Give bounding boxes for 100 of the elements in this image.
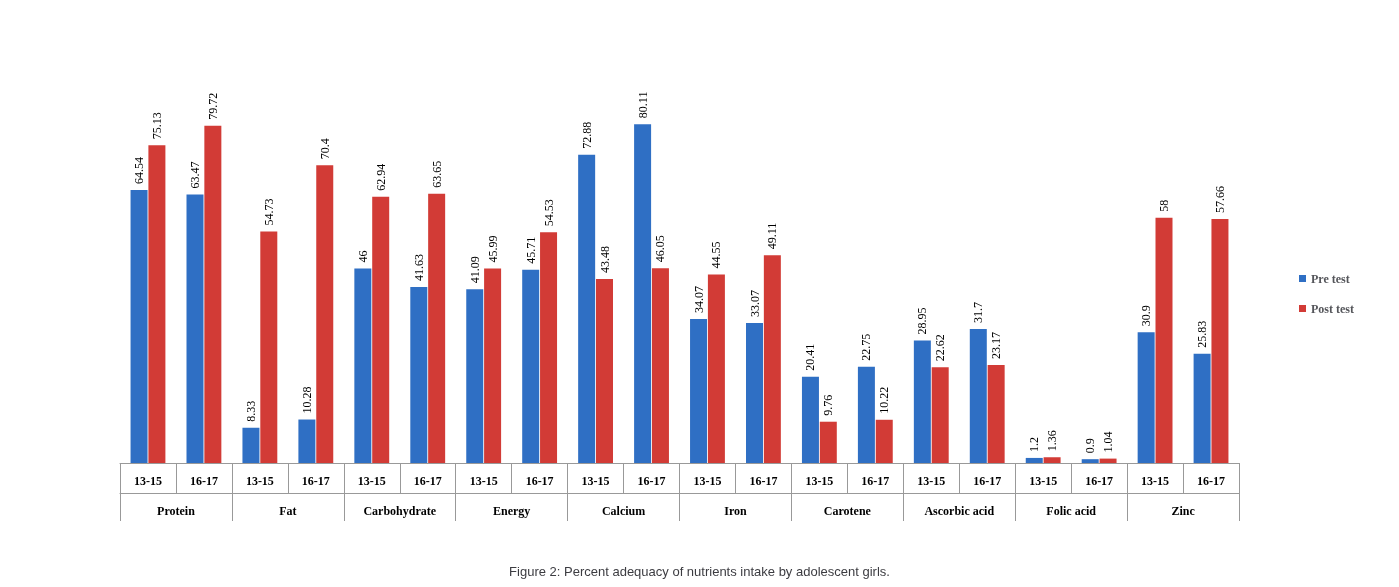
bar — [316, 165, 334, 463]
data-label: 45.71 — [523, 236, 538, 264]
text: Carotene — [823, 504, 872, 518]
bar — [746, 323, 763, 463]
data-label: 70.4 — [317, 138, 332, 160]
legend-label: Pre test — [1311, 271, 1350, 286]
text: Ascorbic acid — [924, 504, 995, 518]
data-label: 45.99 — [485, 235, 500, 263]
bar — [913, 340, 931, 463]
bar — [578, 154, 596, 463]
x-tick-label: 13-15 — [693, 474, 722, 488]
data-label: 49.11 — [765, 222, 780, 250]
data-label: 44.55 — [709, 241, 724, 269]
x-tick-label: 16-17 — [413, 474, 442, 488]
bar — [1025, 457, 1043, 463]
bar — [260, 231, 278, 463]
bar — [1155, 217, 1173, 463]
data-label: 79.72 — [205, 92, 220, 120]
data-label: 0.9 — [1083, 438, 1098, 454]
data-label: 63.47 — [188, 161, 202, 189]
bar — [857, 366, 875, 463]
x-tick-label: 16-17 — [1197, 474, 1226, 488]
data-label: 63.65 — [429, 160, 444, 188]
bar — [801, 376, 819, 463]
data-label: 54.53 — [541, 199, 556, 227]
bar — [242, 427, 260, 463]
data-label: 34.07 — [691, 285, 706, 313]
bar — [634, 124, 652, 463]
text: Protein — [157, 504, 196, 518]
bar — [1193, 353, 1211, 463]
bar — [148, 145, 166, 463]
bar — [819, 421, 837, 463]
data-label: 1.36 — [1045, 430, 1060, 452]
bar — [987, 364, 1005, 463]
data-label: 22.75 — [859, 333, 874, 361]
data-label: 41.09 — [467, 256, 482, 284]
bar — [540, 232, 558, 463]
x-tick-label: 16-17 — [637, 474, 666, 488]
data-label: 8.33 — [243, 400, 258, 422]
x-tick-label: 13-15 — [245, 474, 274, 488]
bar — [410, 286, 428, 463]
data-label: 58 — [1157, 199, 1171, 212]
x-tick-label: 13-15 — [1029, 474, 1058, 488]
bar — [1137, 332, 1155, 463]
x-tick-label: 16-17 — [749, 474, 778, 488]
data-label: 28.95 — [915, 307, 930, 335]
bar — [596, 279, 613, 463]
data-label: 41.63 — [411, 253, 426, 281]
bar — [763, 255, 781, 463]
text: Energy — [492, 504, 531, 518]
data-label: 9.76 — [821, 394, 836, 416]
legend-label: Post test — [1311, 301, 1354, 316]
text: Fat — [279, 504, 297, 518]
bar — [875, 419, 893, 463]
data-label: 10.28 — [299, 386, 314, 414]
x-tick-label: 13-15 — [917, 474, 946, 488]
bar — [1099, 458, 1117, 463]
x-tick-label: 13-15 — [581, 474, 610, 488]
data-label: 46 — [355, 250, 370, 263]
bar — [1043, 457, 1061, 463]
data-label: 46.05 — [653, 235, 668, 263]
bar — [372, 196, 390, 463]
data-label: 80.11 — [635, 91, 650, 119]
x-tick-label: 16-17 — [189, 474, 218, 488]
x-tick-label: 13-15 — [357, 474, 386, 488]
x-tick-label: 16-17 — [1085, 474, 1114, 488]
data-label: 54.73 — [261, 198, 276, 226]
x-tick-label: 13-15 — [805, 474, 834, 488]
bar — [651, 268, 669, 463]
text: Carbohydrate — [363, 504, 437, 518]
bar — [298, 419, 316, 463]
bar — [130, 190, 148, 463]
bar — [428, 193, 446, 463]
x-tick-label: 13-15 — [133, 474, 162, 488]
data-label: 20.41 — [803, 343, 818, 371]
x-tick-label: 16-17 — [973, 474, 1002, 488]
bar — [1211, 219, 1229, 463]
x-tick-label: 16-17 — [861, 474, 890, 488]
data-label: 25.83 — [1195, 320, 1210, 348]
bar — [466, 289, 484, 463]
text: Figure 2: Percent adequacy of nutrients intake by adolescent girls. — [509, 564, 890, 579]
data-label: 62.94 — [373, 163, 388, 191]
data-label: 75.13 — [149, 112, 164, 140]
text: Iron — [724, 504, 747, 518]
bar — [1081, 459, 1099, 463]
x-tick-label: 16-17 — [525, 474, 554, 488]
data-label: 30.9 — [1139, 305, 1154, 327]
text: Calcium — [601, 504, 646, 518]
bar — [522, 269, 540, 463]
data-label: 1.04 — [1101, 431, 1116, 453]
data-label: 10.22 — [877, 386, 892, 414]
x-tick-label: 13-15 — [1141, 474, 1170, 488]
data-label: 31.7 — [971, 301, 986, 323]
data-label: 72.88 — [579, 121, 594, 149]
data-label: 23.17 — [989, 331, 1004, 359]
text: Zinc — [1171, 504, 1196, 518]
bar — [186, 194, 204, 463]
data-label: 57.66 — [1212, 186, 1227, 214]
data-label: 22.62 — [933, 334, 948, 362]
bar — [707, 274, 725, 463]
